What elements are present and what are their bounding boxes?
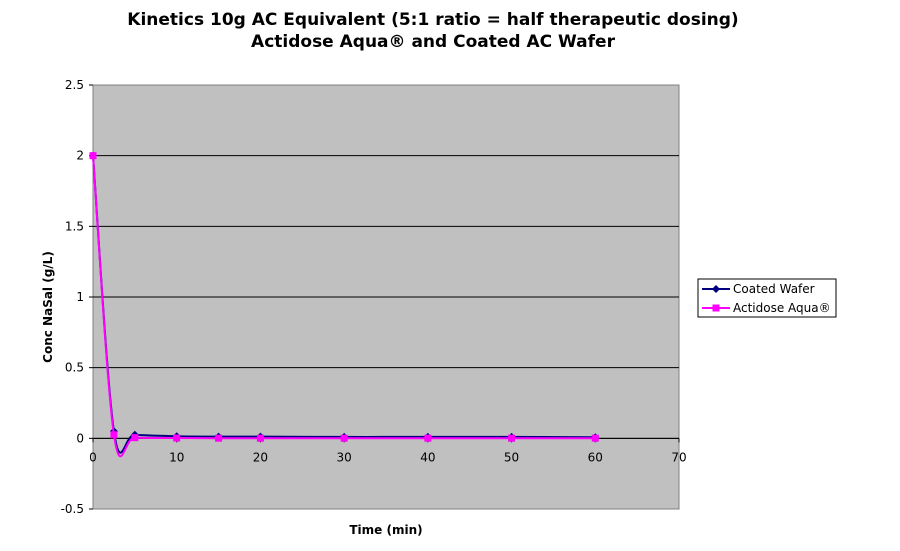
legend-marker (712, 285, 720, 293)
x-tick-label: 70 (671, 450, 686, 464)
data-point (173, 434, 181, 442)
y-axis-ticks: -0.5 0 0.5 1 1.5 2 2.5 (61, 78, 93, 516)
data-point (508, 434, 516, 442)
y-tick-label: 1.5 (65, 219, 84, 233)
x-tick-label: 0 (89, 450, 97, 464)
x-tick-label: 10 (169, 450, 184, 464)
y-tick-label: 0.5 (65, 361, 84, 375)
x-tick-label: 30 (337, 450, 352, 464)
data-point (340, 434, 348, 442)
data-point (89, 152, 97, 160)
x-tick-label: 60 (588, 450, 603, 464)
data-point (215, 434, 223, 442)
y-tick-label: 2.5 (65, 78, 84, 92)
y-axis-label: Conc NaSal (g/L) (41, 251, 55, 363)
data-point (256, 434, 264, 442)
series-actidose-aqua (89, 152, 599, 458)
x-axis-label: Time (min) (349, 523, 422, 537)
y-tick-label: 2 (76, 149, 84, 163)
x-tick-label: 20 (253, 450, 268, 464)
data-point (591, 434, 599, 442)
x-tick-label: 50 (504, 450, 519, 464)
chart-title: Kinetics 10g AC Equivalent (5:1 ratio = … (127, 10, 739, 30)
legend-box (697, 278, 837, 318)
chart-subtitle: Actidose Aqua® and Coated AC Wafer (251, 32, 615, 52)
legend: Coated Wafer Actidose Aqua® (697, 278, 837, 318)
legend-marker (712, 304, 720, 312)
x-tick-label: 40 (420, 450, 435, 464)
legend-label: Actidose Aqua® (733, 301, 831, 315)
legend-label: Coated Wafer (733, 282, 815, 296)
y-tick-label: -0.5 (61, 502, 84, 516)
data-point (110, 431, 118, 439)
data-point (131, 434, 139, 442)
series-layer (89, 151, 600, 458)
y-tick-label: 0 (76, 431, 84, 445)
legend-item: Coated Wafer (702, 282, 815, 296)
y-tick-label: 1 (76, 290, 84, 304)
legend-item: Actidose Aqua® (702, 301, 831, 315)
x-axis-ticks: 0 10 20 30 40 50 60 70 (89, 438, 687, 464)
data-point (424, 434, 432, 442)
